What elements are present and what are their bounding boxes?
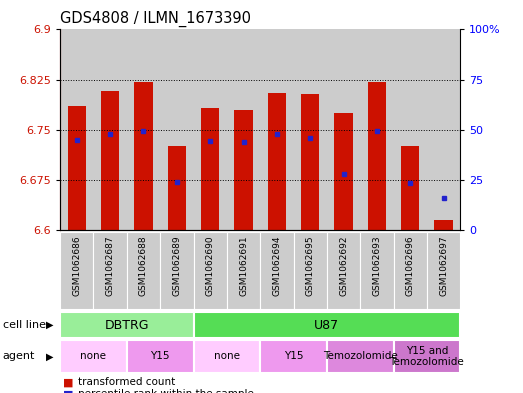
Text: GDS4808 / ILMN_1673390: GDS4808 / ILMN_1673390 xyxy=(60,11,251,27)
Bar xyxy=(268,93,286,230)
Text: GSM1062690: GSM1062690 xyxy=(206,236,214,296)
Bar xyxy=(160,29,194,230)
Text: Y15 and
Temozolomide: Y15 and Temozolomide xyxy=(390,346,464,367)
Text: GSM1062686: GSM1062686 xyxy=(72,236,81,296)
Text: ▶: ▶ xyxy=(47,351,54,362)
Bar xyxy=(260,29,293,230)
Bar xyxy=(327,29,360,230)
Text: none: none xyxy=(81,351,107,362)
Bar xyxy=(227,29,260,230)
Bar xyxy=(260,232,293,309)
Text: none: none xyxy=(214,351,240,362)
Bar xyxy=(360,29,393,230)
Bar xyxy=(234,110,253,230)
Text: GSM1062687: GSM1062687 xyxy=(106,236,115,296)
Bar xyxy=(194,232,227,309)
Text: GSM1062694: GSM1062694 xyxy=(272,236,281,296)
Bar xyxy=(127,340,194,373)
Text: GSM1062693: GSM1062693 xyxy=(372,236,381,296)
Bar xyxy=(435,220,453,230)
Text: GSM1062696: GSM1062696 xyxy=(406,236,415,296)
Text: Temozolomide: Temozolomide xyxy=(323,351,397,362)
Bar xyxy=(401,146,419,230)
Bar xyxy=(293,29,327,230)
Bar xyxy=(394,232,427,309)
Bar xyxy=(127,29,160,230)
Bar xyxy=(260,340,327,373)
Bar xyxy=(394,340,460,373)
Text: GSM1062697: GSM1062697 xyxy=(439,236,448,296)
Bar xyxy=(394,29,427,230)
Text: GSM1062695: GSM1062695 xyxy=(306,236,315,296)
Bar xyxy=(360,232,393,309)
Text: Y15: Y15 xyxy=(151,351,170,362)
Bar xyxy=(194,312,460,338)
Bar xyxy=(67,106,86,230)
Bar xyxy=(427,29,460,230)
Bar xyxy=(60,312,194,338)
Bar xyxy=(60,29,94,230)
Text: ■: ■ xyxy=(63,377,73,387)
Bar xyxy=(127,232,160,309)
Bar xyxy=(60,232,94,309)
Text: Y15: Y15 xyxy=(284,351,303,362)
Text: GSM1062689: GSM1062689 xyxy=(173,236,181,296)
Text: U87: U87 xyxy=(314,318,339,332)
Text: GSM1062688: GSM1062688 xyxy=(139,236,148,296)
Bar xyxy=(427,232,460,309)
Text: ■: ■ xyxy=(63,389,73,393)
Bar xyxy=(60,340,127,373)
Bar xyxy=(134,82,153,230)
Text: ▶: ▶ xyxy=(47,320,54,330)
Text: GSM1062691: GSM1062691 xyxy=(239,236,248,296)
Text: GSM1062692: GSM1062692 xyxy=(339,236,348,296)
Text: DBTRG: DBTRG xyxy=(105,318,149,332)
Text: percentile rank within the sample: percentile rank within the sample xyxy=(78,389,254,393)
Text: agent: agent xyxy=(3,351,35,362)
Bar xyxy=(101,91,119,230)
Bar xyxy=(94,232,127,309)
Bar xyxy=(201,108,219,230)
Bar xyxy=(168,146,186,230)
Bar xyxy=(293,232,327,309)
Text: transformed count: transformed count xyxy=(78,377,176,387)
Bar xyxy=(194,340,260,373)
Bar xyxy=(368,82,386,230)
Bar xyxy=(160,232,194,309)
Bar xyxy=(227,232,260,309)
Bar xyxy=(327,340,393,373)
Bar xyxy=(94,29,127,230)
Text: cell line: cell line xyxy=(3,320,46,330)
Bar xyxy=(301,94,320,230)
Bar xyxy=(327,232,360,309)
Bar xyxy=(334,113,353,230)
Bar xyxy=(194,29,227,230)
